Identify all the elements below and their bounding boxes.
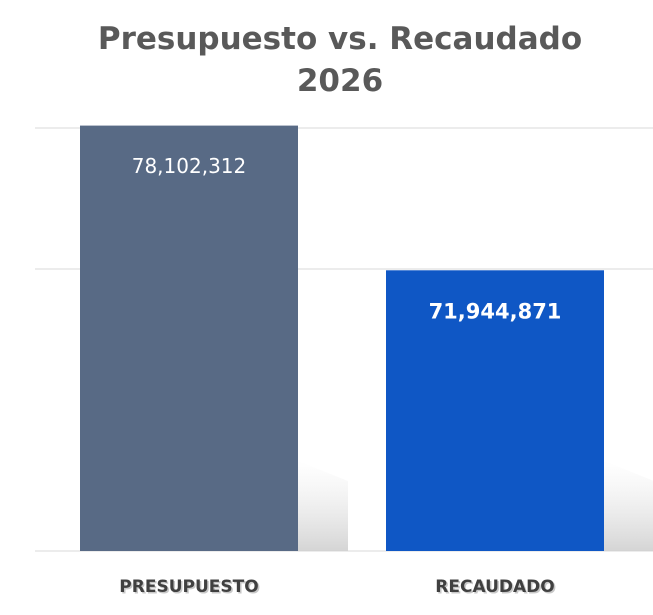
chart-title: Presupuesto vs. Recaudado 2026: [97, 21, 583, 99]
x-tick-label: PRESUPUESTO: [119, 577, 258, 597]
bar: [80, 125, 298, 551]
x-tick-label: RECAUDADO: [435, 577, 554, 597]
x-tick-label-shadow: RECAUDADO: [437, 579, 556, 599]
bar: [386, 270, 604, 551]
x-tick-label-shadow: PRESUPUESTO: [121, 579, 260, 599]
data-label: 71,944,871: [429, 299, 562, 323]
data-label: 78,102,312: [132, 154, 247, 178]
bar-shadow: [298, 461, 348, 551]
bar-shadow: [604, 461, 653, 551]
